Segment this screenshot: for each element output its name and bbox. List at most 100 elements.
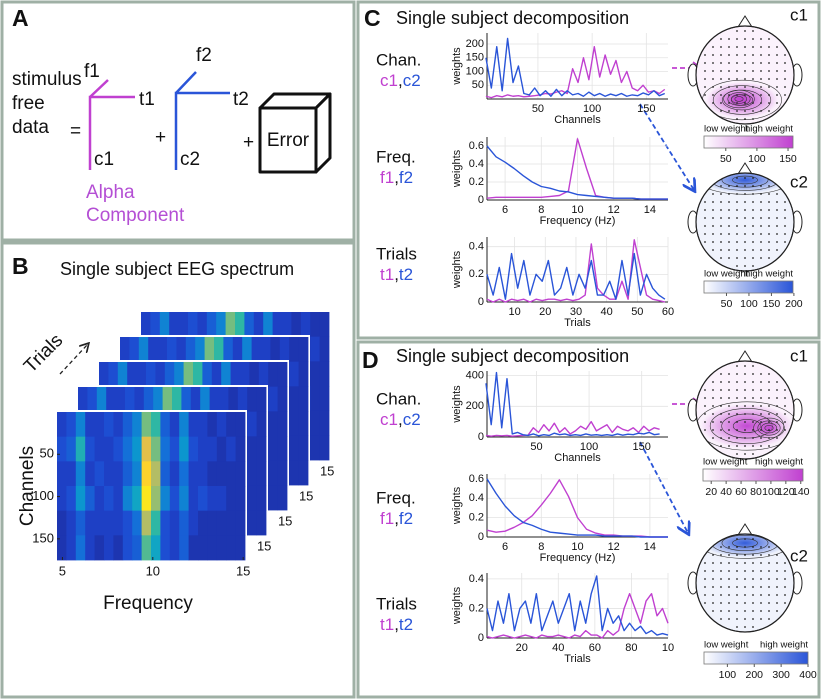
heat-cell — [235, 510, 246, 536]
x-tick-label: 50 — [631, 306, 643, 318]
electrode — [744, 217, 746, 219]
electrode — [728, 570, 730, 572]
heat-cell — [141, 312, 151, 338]
heat-cell — [66, 436, 77, 462]
electrode — [744, 118, 746, 120]
heat-cell — [188, 461, 199, 487]
electrode — [744, 225, 746, 227]
heat-cell — [198, 436, 208, 462]
electrode — [752, 257, 754, 259]
colorbar-tick-label: 100 — [762, 486, 780, 498]
heat-cell — [223, 337, 234, 363]
electrode — [736, 70, 738, 72]
electrode — [704, 201, 706, 203]
heat-cell — [179, 535, 189, 561]
heat-cell — [94, 461, 105, 487]
heat-cell — [188, 436, 199, 462]
electrode — [736, 626, 738, 628]
electrode — [704, 241, 706, 243]
electrode — [728, 562, 730, 564]
heat-cell — [251, 337, 262, 363]
electrode — [760, 209, 762, 211]
electrode — [744, 389, 746, 391]
heat-cell — [141, 535, 152, 561]
electrode — [736, 201, 738, 203]
heat-cell — [211, 362, 222, 388]
series-line — [486, 145, 668, 200]
electrode — [720, 445, 722, 447]
electrode — [712, 594, 714, 596]
electrode — [784, 413, 786, 415]
electrode — [736, 397, 738, 399]
electrode — [768, 217, 770, 219]
heat-cell — [122, 510, 133, 536]
electrode — [760, 62, 762, 64]
electrode — [744, 618, 746, 620]
line-chart: 0 200 400 50 100 150 weights Channels Chan. c1,c2 — [376, 370, 668, 464]
electrode — [768, 554, 770, 556]
heat-cell — [115, 387, 126, 413]
electrode — [704, 602, 706, 604]
x-tick-label: 15 — [278, 513, 292, 528]
line-chart: 0 0.2 0.4 10 20 30 40 50 60 weights Trials Trials t1… — [376, 237, 674, 329]
electrode — [768, 225, 770, 227]
heat-cell — [188, 535, 199, 561]
electrode — [736, 54, 738, 56]
electrode — [760, 405, 762, 407]
electrode — [720, 421, 722, 423]
heat-cell — [289, 361, 299, 387]
electrode — [760, 54, 762, 56]
heat-cell — [159, 312, 170, 338]
heat-cell — [198, 461, 208, 487]
heat-cell — [258, 362, 269, 388]
electrode — [768, 209, 770, 211]
electrode — [776, 554, 778, 556]
heat-cell — [298, 435, 309, 461]
electrode — [736, 405, 738, 407]
electrode — [728, 429, 730, 431]
component-label: c2 — [790, 172, 808, 191]
electrode — [768, 562, 770, 564]
electrode — [752, 241, 754, 243]
y-tick-label: 0.2 — [469, 602, 484, 614]
electrode — [752, 86, 754, 88]
electrode — [712, 209, 714, 211]
heat-cell — [57, 412, 67, 438]
heat-cell — [319, 410, 330, 436]
heat-cell — [129, 337, 140, 363]
heat-cell — [282, 312, 292, 338]
x-tick-label: 20 — [516, 642, 528, 654]
heat-cell — [225, 312, 236, 338]
heat-cell — [268, 485, 278, 511]
electrode — [760, 225, 762, 227]
heat-cell — [207, 535, 218, 561]
x-tick-label: 15 — [320, 463, 334, 478]
panel-title: Single subject EEG spectrum — [60, 259, 294, 279]
electrode — [760, 217, 762, 219]
axis-name: f1 — [84, 61, 100, 82]
heat-cell — [263, 312, 273, 338]
electrode — [728, 185, 730, 187]
colorbar-low-label: low weight — [704, 640, 749, 651]
electrode — [752, 38, 754, 40]
heat-cell — [164, 362, 175, 388]
heat-cell — [94, 535, 105, 561]
electrode — [712, 389, 714, 391]
x-axis-label: Channels — [554, 114, 601, 126]
heat-cell — [237, 387, 248, 413]
x-axis-label: Frequency (Hz) — [540, 215, 616, 227]
heat-cell — [268, 460, 278, 486]
y-tick-label: 0 — [478, 296, 484, 308]
heat-cell — [289, 337, 299, 363]
x-tick-label: 60 — [589, 642, 601, 654]
electrode — [768, 413, 770, 415]
electrode — [744, 546, 746, 548]
electrode — [744, 62, 746, 64]
heat-cell — [216, 535, 227, 561]
heat-cell — [179, 510, 189, 536]
electrode — [736, 94, 738, 96]
electrode — [768, 249, 770, 251]
heat-cell — [277, 460, 288, 486]
electrode — [736, 102, 738, 104]
heat-cell — [169, 436, 180, 462]
